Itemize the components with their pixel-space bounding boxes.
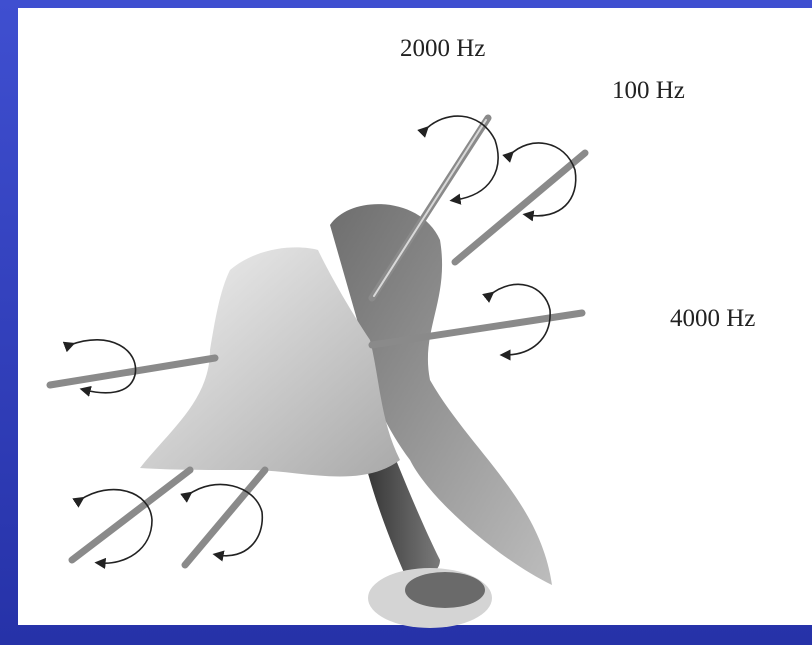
frequency-label: 100 Hz — [612, 77, 685, 104]
foot-shade — [405, 572, 485, 608]
diagram: 2000 Hz 100 Hz 4000 Hz — [0, 0, 812, 645]
frequency-label: 2000 Hz — [400, 35, 485, 62]
frequency-label: 4000 Hz — [670, 305, 755, 332]
